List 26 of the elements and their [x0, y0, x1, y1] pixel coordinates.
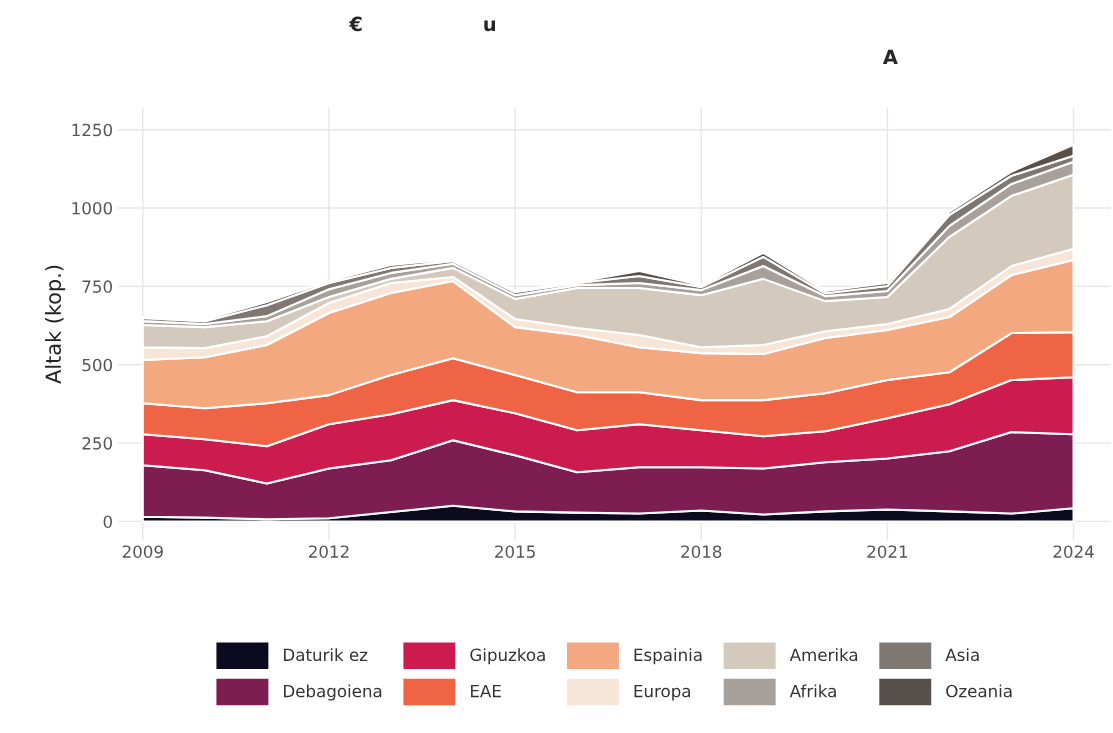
legend-label: Europa: [634, 684, 690, 701]
x-tick-label: 2024: [1053, 545, 1094, 558]
legend-label: Ozeania: [946, 684, 1012, 698]
y-tick-label: 1250: [72, 123, 113, 137]
legend-label: EAE: [471, 684, 501, 698]
legend-label: Gipuzkoa: [470, 648, 545, 665]
legend-label: Afrika: [789, 684, 836, 698]
text: u: [484, 20, 496, 32]
y-tick-label: 1000: [72, 202, 113, 215]
legend-label: Amerika: [789, 648, 858, 662]
y-axis-title: Altak (kop.): [44, 265, 66, 384]
legend-label: Espainia: [634, 648, 702, 665]
text: A: [882, 49, 898, 65]
legend-label: Debagoiena: [284, 684, 382, 701]
text: €: [349, 16, 362, 32]
y-tick-label: 0: [103, 515, 113, 528]
x-tick-label: 2012: [308, 545, 349, 558]
legend-label: Asia: [945, 648, 979, 662]
x-tick-label: 2021: [867, 545, 908, 558]
y-tick-label: 500: [82, 358, 113, 372]
x-tick-label: 2018: [681, 545, 722, 558]
legend-label: Daturik ez: [284, 648, 368, 662]
x-tick-label: 2009: [122, 545, 163, 558]
y-tick-label: 750: [82, 280, 113, 293]
x-tick-label: 2015: [495, 545, 535, 558]
y-tick-label: 250: [82, 437, 113, 450]
